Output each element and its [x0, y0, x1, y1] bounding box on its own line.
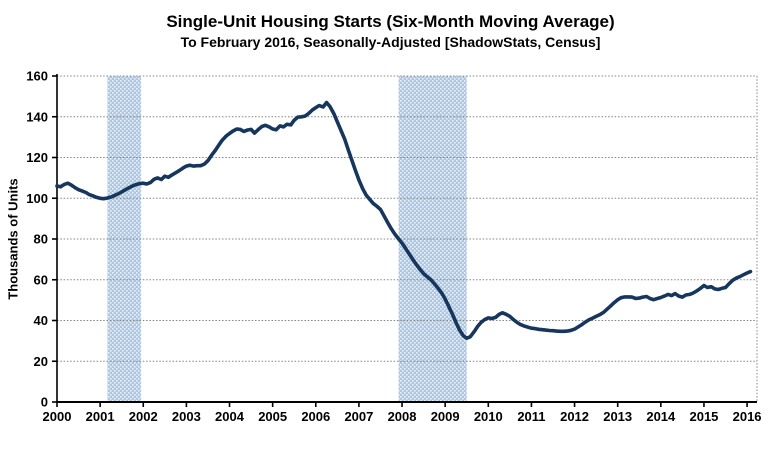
chart-subtitle: To February 2016, Seasonally-Adjusted [S… — [180, 34, 601, 50]
chart-title: Single-Unit Housing Starts (Six-Month Mo… — [166, 12, 615, 31]
data-line — [55, 100, 753, 341]
y-tick-label: 0 — [41, 395, 48, 410]
recession-band — [398, 76, 467, 402]
y-tick-label: 120 — [26, 150, 48, 165]
x-tick-label: 2001 — [86, 409, 115, 424]
x-tick-label: 2016 — [733, 409, 762, 424]
y-tick-label: 20 — [34, 354, 48, 369]
y-tick-label: 160 — [26, 69, 48, 84]
x-tick-label: 2004 — [215, 409, 245, 424]
y-tick-label: 140 — [26, 109, 48, 124]
x-tick-label: 2002 — [129, 409, 158, 424]
x-tick-label: 2000 — [43, 409, 72, 424]
y-tick-label: 100 — [26, 191, 48, 206]
x-tick-label: 2014 — [646, 409, 676, 424]
x-tick-label: 2007 — [344, 409, 373, 424]
y-tick-label: 60 — [34, 272, 48, 287]
x-tick-label: 2010 — [474, 409, 503, 424]
x-tick-label: 2015 — [689, 409, 718, 424]
x-tick-label: 2012 — [560, 409, 589, 424]
x-tick-label: 2006 — [301, 409, 330, 424]
x-tick-label: 2011 — [517, 409, 545, 424]
y-tick-label: 40 — [34, 313, 48, 328]
x-tick-label: 2005 — [258, 409, 287, 424]
x-tick-label: 2008 — [388, 409, 417, 424]
y-tick-label: 80 — [34, 232, 48, 247]
x-tick-label: 2013 — [603, 409, 632, 424]
x-tick-label: 2003 — [172, 409, 201, 424]
x-tick-label: 2009 — [431, 409, 460, 424]
